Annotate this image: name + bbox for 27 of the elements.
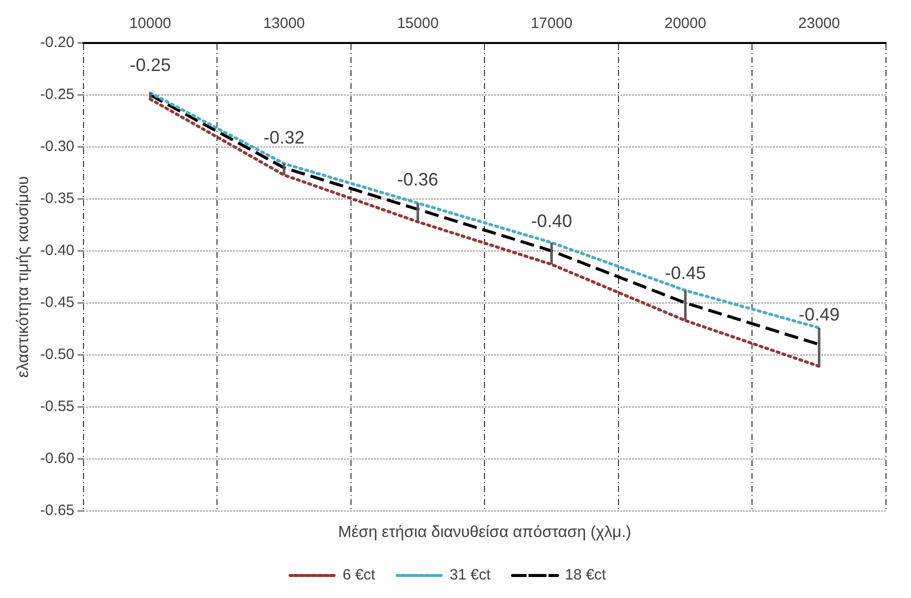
y-tick-label: -0.20: [40, 34, 74, 52]
x-tick-label: 23000: [798, 15, 840, 32]
x-tick-label: 17000: [530, 15, 572, 32]
x-axis-title: Μέση ετήσια διανυθείσα απόσταση (χλμ.): [338, 524, 632, 541]
data-label: -0.32: [264, 128, 305, 148]
data-label: -0.36: [397, 169, 438, 190]
legend-label: 18 €ct: [565, 566, 607, 584]
y-tick-label: -0.55: [40, 398, 74, 415]
data-label: -0.25: [130, 54, 171, 75]
x-tick-label: 10000: [129, 15, 172, 32]
x-tick-label: 13000: [263, 15, 305, 32]
data-label: -0.45: [664, 262, 706, 283]
y-tick-label: -0.45: [40, 294, 74, 312]
data-label: -0.49: [798, 304, 840, 324]
y-tick-label: -0.30: [40, 138, 74, 156]
y-tick-label: -0.25: [40, 86, 74, 104]
x-tick-label: 15000: [396, 15, 439, 32]
y-axis-title: ελαστικότητα τιμής καυσίμου: [15, 176, 32, 378]
data-label: -0.40: [531, 210, 572, 231]
x-tick-label: 20000: [664, 15, 706, 32]
y-tick-label: -0.60: [40, 450, 74, 467]
y-tick-label: -0.50: [40, 346, 74, 364]
y-tick-label: -0.35: [40, 190, 74, 208]
y-tick-label: -0.65: [40, 502, 74, 519]
legend-label: 6 €ct: [342, 566, 376, 584]
legend-label: 31 €ct: [450, 566, 492, 584]
y-tick-label: -0.40: [40, 242, 74, 260]
